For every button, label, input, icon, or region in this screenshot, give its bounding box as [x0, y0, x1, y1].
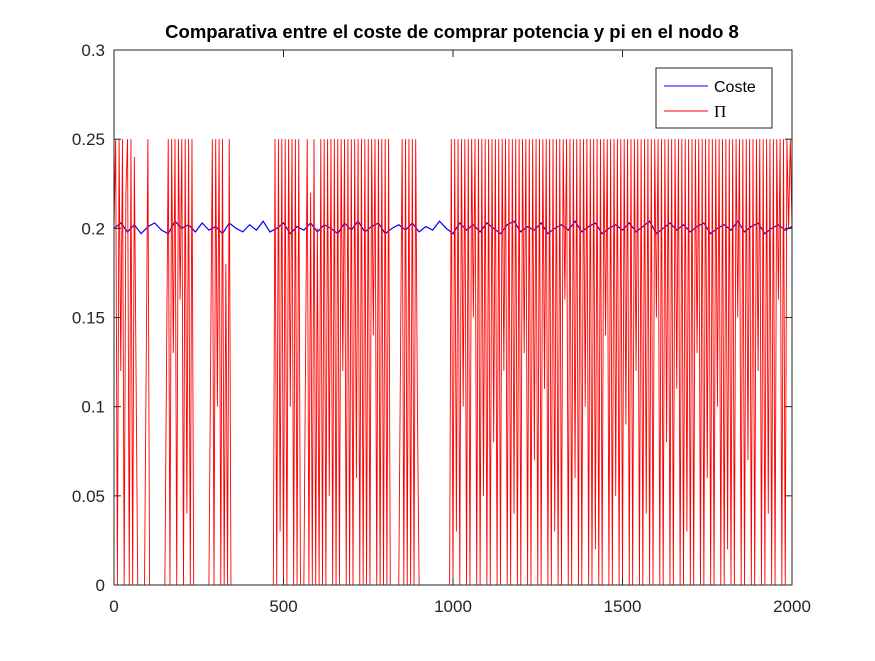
x-tick-label: 1000 [434, 597, 472, 616]
y-tick-label: 0.2 [81, 219, 105, 238]
series-line-pi [114, 139, 792, 585]
x-tick-label: 2000 [773, 597, 811, 616]
x-tick-label: 500 [269, 597, 297, 616]
y-tick-label: 0.25 [72, 130, 105, 149]
y-tick-label: 0.15 [72, 309, 105, 328]
y-tick-label: 0 [96, 576, 105, 595]
x-tick-label: 1500 [604, 597, 642, 616]
y-tick-label: 0.05 [72, 487, 105, 506]
legend-label-pi: Π [714, 102, 726, 121]
x-tick-label: 0 [109, 597, 118, 616]
chart-title: Comparativa entre el coste de comprar po… [165, 21, 739, 42]
y-tick-label: 0.3 [81, 41, 105, 60]
legend-label-coste: Coste [714, 79, 756, 96]
legend-box [655, 67, 773, 129]
y-tick-label: 0.1 [81, 398, 105, 417]
